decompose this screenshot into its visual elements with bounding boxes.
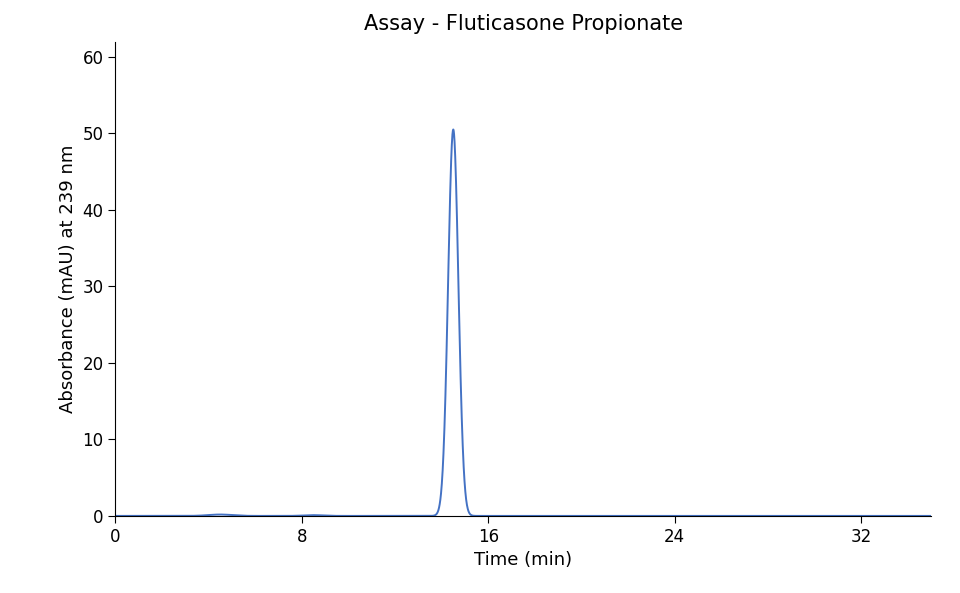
Y-axis label: Absorbance (mAU) at 239 nm: Absorbance (mAU) at 239 nm xyxy=(59,145,77,413)
X-axis label: Time (min): Time (min) xyxy=(474,551,572,569)
Title: Assay - Fluticasone Propionate: Assay - Fluticasone Propionate xyxy=(364,14,683,34)
